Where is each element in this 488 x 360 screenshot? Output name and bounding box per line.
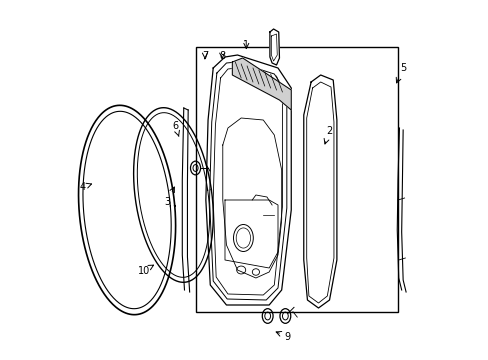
Text: 1: 1 <box>243 40 249 50</box>
Text: 7: 7 <box>202 51 207 61</box>
Text: 9: 9 <box>276 332 290 342</box>
Text: 10: 10 <box>137 265 153 276</box>
Text: 4: 4 <box>79 182 91 192</box>
Text: 6: 6 <box>172 121 179 136</box>
Text: 8: 8 <box>219 51 225 61</box>
Polygon shape <box>269 29 279 65</box>
Bar <box>195 47 397 312</box>
Text: 3: 3 <box>163 187 174 207</box>
Text: 5: 5 <box>395 63 405 83</box>
Text: 2: 2 <box>324 126 331 144</box>
Polygon shape <box>232 58 291 110</box>
